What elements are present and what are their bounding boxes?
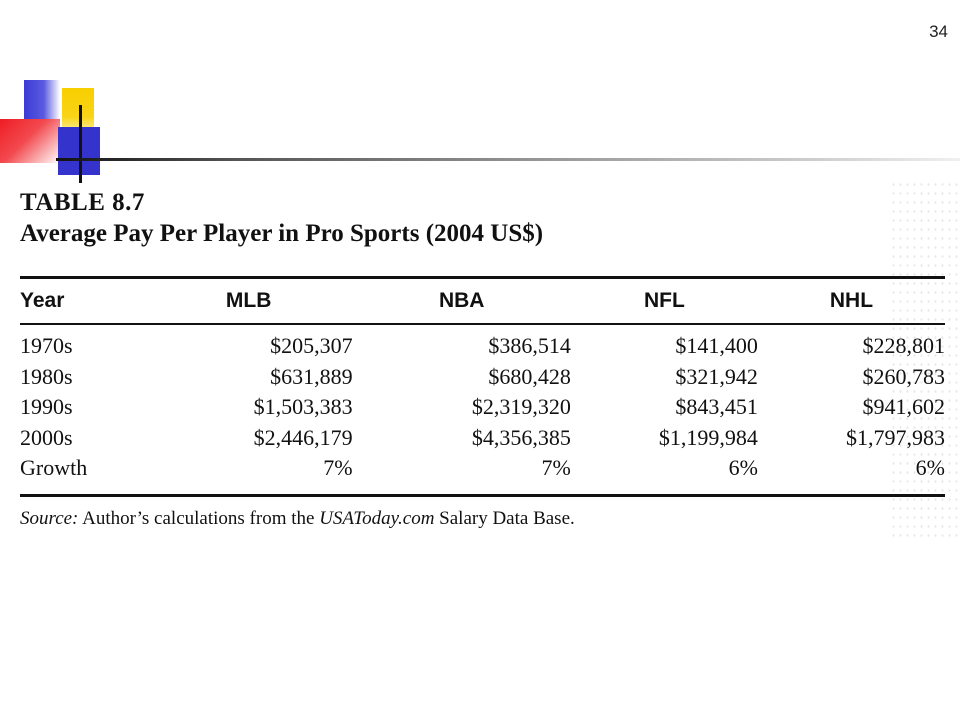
row-year-cell: 1990s [20, 394, 73, 420]
pay-table: Year MLB NBA NFL NHL [20, 279, 945, 323]
source-site: USAToday.com [319, 508, 435, 529]
mlb-cell: 7% [323, 455, 353, 481]
table-title: Average Pay Per Player in Pro Sports (20… [20, 220, 544, 247]
nba-cell: $2,319,320 [471, 394, 571, 420]
decorative-vertical-line [79, 105, 82, 183]
row-year-cell: 1980s [20, 363, 73, 389]
table-row: 2000s $2,446,179 $4,356,385 $1,199,984 $… [20, 423, 945, 454]
row-year-cell: 1970s [20, 333, 73, 359]
source-text-before: Author’s calculations from the [78, 508, 320, 529]
scan-artifacts [890, 180, 960, 540]
row-year-cell: 2000s [20, 424, 73, 450]
table-row: 1980s $631,889 $680,428 $321,942 $260,78… [20, 362, 945, 393]
nfl-cell: $1,199,984 [658, 424, 758, 450]
source-text-after: Salary Data Base. [434, 508, 575, 529]
table-header-rule [20, 323, 945, 325]
table-bottom-rule [20, 493, 945, 497]
header-row: Year MLB NBA NFL NHL [20, 279, 945, 323]
nhl-cell: $941,602 [862, 394, 946, 420]
table-row: 1970s $205,307 $386,514 $141,400 $228,80… [20, 325, 945, 362]
decorative-red-square [0, 119, 60, 163]
table-top-rule [20, 276, 945, 279]
nhl-cell: $228,801 [862, 333, 946, 359]
nba-cell: $386,514 [488, 333, 571, 359]
decorative-blue-square [24, 80, 60, 120]
pay-table-body: 1970s $205,307 $386,514 $141,400 $228,80… [20, 325, 945, 484]
column-header-nfl: NFL [643, 289, 685, 312]
mlb-cell: $1,503,383 [253, 394, 353, 420]
source-label: Source: [20, 508, 79, 529]
nhl-cell: 6% [915, 455, 945, 481]
column-header-year: Year [20, 289, 65, 312]
nfl-cell: 6% [728, 455, 758, 481]
nfl-cell: $843,451 [675, 394, 758, 420]
column-header-mlb: MLB [225, 289, 272, 312]
column-header-nba: NBA [438, 289, 485, 312]
nfl-cell: $141,400 [675, 333, 758, 359]
table-figure: TABLE 8.7 Average Pay Per Player in Pro … [20, 188, 945, 497]
nfl-cell: $321,942 [675, 363, 758, 389]
row-year-cell: Growth [20, 455, 88, 481]
title-divider-line [56, 158, 960, 161]
nhl-cell: $1,797,983 [846, 424, 945, 450]
column-header-nhl: NHL [829, 289, 874, 312]
nba-cell: 7% [541, 455, 571, 481]
source-note: Source: Author’s calculations from the U… [20, 508, 575, 530]
table-row-growth: Growth 7% 7% 6% 6% [20, 453, 945, 484]
mlb-cell: $2,446,179 [253, 424, 353, 450]
nhl-cell: $260,783 [862, 363, 946, 389]
table-label: TABLE 8.7 [20, 189, 145, 216]
table-row: 1990s $1,503,383 $2,319,320 $843,451 $94… [20, 392, 945, 423]
mlb-cell: $205,307 [270, 333, 353, 359]
page-number: 34 [929, 22, 948, 41]
nba-cell: $4,356,385 [471, 424, 571, 450]
nba-cell: $680,428 [488, 363, 571, 389]
mlb-cell: $631,889 [270, 363, 353, 389]
